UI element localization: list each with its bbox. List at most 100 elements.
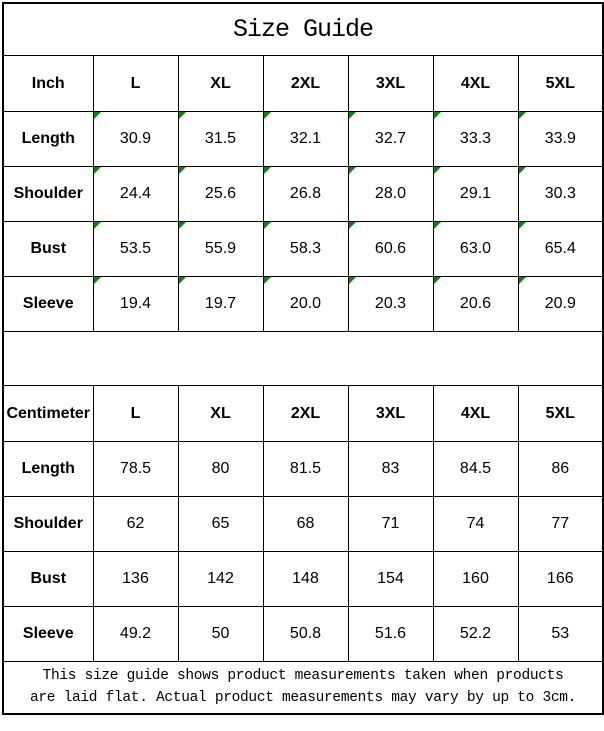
value-cell: 84.5 bbox=[432, 441, 519, 497]
measurement-row-bust-inch: Bust 53.5 55.9 58.3 60.6 63.0 65.4 bbox=[2, 221, 604, 277]
value-cell: 32.7 bbox=[347, 111, 434, 167]
value-cell: 65.4 bbox=[517, 221, 604, 277]
centimeter-header-row: Centimeter L XL 2XL 3XL 4XL 5XL bbox=[2, 385, 604, 442]
row-label-length: Length bbox=[2, 111, 94, 167]
value-cell: 60.6 bbox=[347, 221, 434, 277]
cell-marker-triangle bbox=[264, 277, 271, 284]
value-cell: 65 bbox=[177, 496, 264, 552]
cell-marker-triangle bbox=[519, 222, 526, 229]
cell-value: 29.1 bbox=[459, 185, 492, 202]
inch-header-row: Inch L XL 2XL 3XL 4XL 5XL bbox=[2, 55, 604, 112]
size-header-4xl: 4XL bbox=[432, 385, 519, 442]
cell-value: 24.4 bbox=[119, 185, 152, 202]
cell-value: 33.9 bbox=[544, 130, 576, 147]
value-cell: 29.1 bbox=[432, 166, 519, 222]
value-cell: 53 bbox=[517, 606, 604, 662]
cell-value: 30.9 bbox=[119, 130, 152, 147]
row-label-sleeve: Sleeve bbox=[2, 276, 94, 332]
row-label-bust: Bust bbox=[2, 221, 94, 277]
cell-marker-triangle bbox=[94, 112, 101, 119]
value-cell: 19.7 bbox=[177, 276, 264, 332]
size-header-4xl: 4XL bbox=[432, 55, 519, 112]
cell-marker-triangle bbox=[519, 277, 526, 284]
cell-value: 28.0 bbox=[374, 185, 407, 202]
cell-marker-triangle bbox=[519, 112, 526, 119]
cell-value: 33.3 bbox=[459, 130, 492, 147]
value-cell: 71 bbox=[347, 496, 434, 552]
size-header-5xl: 5XL bbox=[517, 385, 604, 442]
cell-value: 19.7 bbox=[204, 295, 237, 312]
value-cell: 49.2 bbox=[92, 606, 179, 662]
value-cell: 62 bbox=[92, 496, 179, 552]
value-cell: 74 bbox=[432, 496, 519, 552]
cell-value: 58.3 bbox=[289, 240, 322, 257]
measurement-row-sleeve-cm: Sleeve 49.2 50 50.8 51.6 52.2 53 bbox=[2, 606, 604, 662]
title-row: Size Guide bbox=[2, 2, 604, 56]
unit-header-centimeter: Centimeter bbox=[2, 385, 94, 442]
value-cell: 20.6 bbox=[432, 276, 519, 332]
value-cell: 142 bbox=[177, 551, 264, 607]
cell-value: 60.6 bbox=[374, 240, 407, 257]
cell-marker-triangle bbox=[264, 167, 271, 174]
cell-marker-triangle bbox=[264, 112, 271, 119]
cell-marker-triangle bbox=[179, 167, 186, 174]
cell-value: 65.4 bbox=[544, 240, 576, 257]
measurement-row-length-inch: Length 30.9 31.5 32.1 32.7 33.3 33.9 bbox=[2, 111, 604, 167]
cell-value: 26.8 bbox=[289, 185, 322, 202]
value-cell: 86 bbox=[517, 441, 604, 497]
value-cell: 53.5 bbox=[92, 221, 179, 277]
row-label-shoulder: Shoulder bbox=[2, 496, 94, 552]
value-cell: 32.1 bbox=[262, 111, 349, 167]
cell-marker-triangle bbox=[179, 112, 186, 119]
cell-marker-triangle bbox=[264, 222, 271, 229]
cell-value: 63.0 bbox=[459, 240, 492, 257]
value-cell: 83 bbox=[347, 441, 434, 497]
spacer-cell bbox=[2, 331, 604, 386]
value-cell: 160 bbox=[432, 551, 519, 607]
cell-value: 20.9 bbox=[544, 295, 576, 312]
value-cell: 58.3 bbox=[262, 221, 349, 277]
row-label-bust: Bust bbox=[2, 551, 94, 607]
cell-marker-triangle bbox=[179, 222, 186, 229]
size-header-3xl: 3XL bbox=[347, 55, 434, 112]
value-cell: 20.3 bbox=[347, 276, 434, 332]
value-cell: 30.3 bbox=[517, 166, 604, 222]
measurement-row-shoulder-inch: Shoulder 24.4 25.6 26.8 28.0 29.1 30.3 bbox=[2, 166, 604, 222]
value-cell: 136 bbox=[92, 551, 179, 607]
measurement-row-sleeve-inch: Sleeve 19.4 19.7 20.0 20.3 20.6 20.9 bbox=[2, 276, 604, 332]
size-header-xl: XL bbox=[177, 385, 264, 442]
cell-value: 53.5 bbox=[119, 240, 152, 257]
value-cell: 25.6 bbox=[177, 166, 264, 222]
size-header-2xl: 2XL bbox=[262, 385, 349, 442]
value-cell: 50.8 bbox=[262, 606, 349, 662]
value-cell: 63.0 bbox=[432, 221, 519, 277]
value-cell: 20.9 bbox=[517, 276, 604, 332]
cell-value: 30.3 bbox=[544, 185, 576, 202]
cell-value: 19.4 bbox=[119, 295, 152, 312]
cell-marker-triangle bbox=[349, 167, 356, 174]
measurement-row-shoulder-cm: Shoulder 62 65 68 71 74 77 bbox=[2, 496, 604, 552]
value-cell: 77 bbox=[517, 496, 604, 552]
spacer-row bbox=[2, 331, 604, 386]
size-header-5xl: 5XL bbox=[517, 55, 604, 112]
cell-marker-triangle bbox=[94, 222, 101, 229]
cell-marker-triangle bbox=[94, 167, 101, 174]
cell-value: 20.3 bbox=[374, 295, 407, 312]
size-header-l: L bbox=[92, 55, 179, 112]
value-cell: 148 bbox=[262, 551, 349, 607]
cell-marker-triangle bbox=[94, 277, 101, 284]
cell-marker-triangle bbox=[349, 112, 356, 119]
row-label-sleeve: Sleeve bbox=[2, 606, 94, 662]
value-cell: 50 bbox=[177, 606, 264, 662]
cell-value: 20.0 bbox=[289, 295, 322, 312]
cell-value: 25.6 bbox=[204, 185, 237, 202]
value-cell: 26.8 bbox=[262, 166, 349, 222]
cell-marker-triangle bbox=[434, 222, 441, 229]
cell-value: 31.5 bbox=[204, 130, 237, 147]
cell-marker-triangle bbox=[179, 277, 186, 284]
value-cell: 68 bbox=[262, 496, 349, 552]
value-cell: 51.6 bbox=[347, 606, 434, 662]
cell-marker-triangle bbox=[349, 277, 356, 284]
cell-value: 32.7 bbox=[374, 130, 407, 147]
value-cell: 30.9 bbox=[92, 111, 179, 167]
